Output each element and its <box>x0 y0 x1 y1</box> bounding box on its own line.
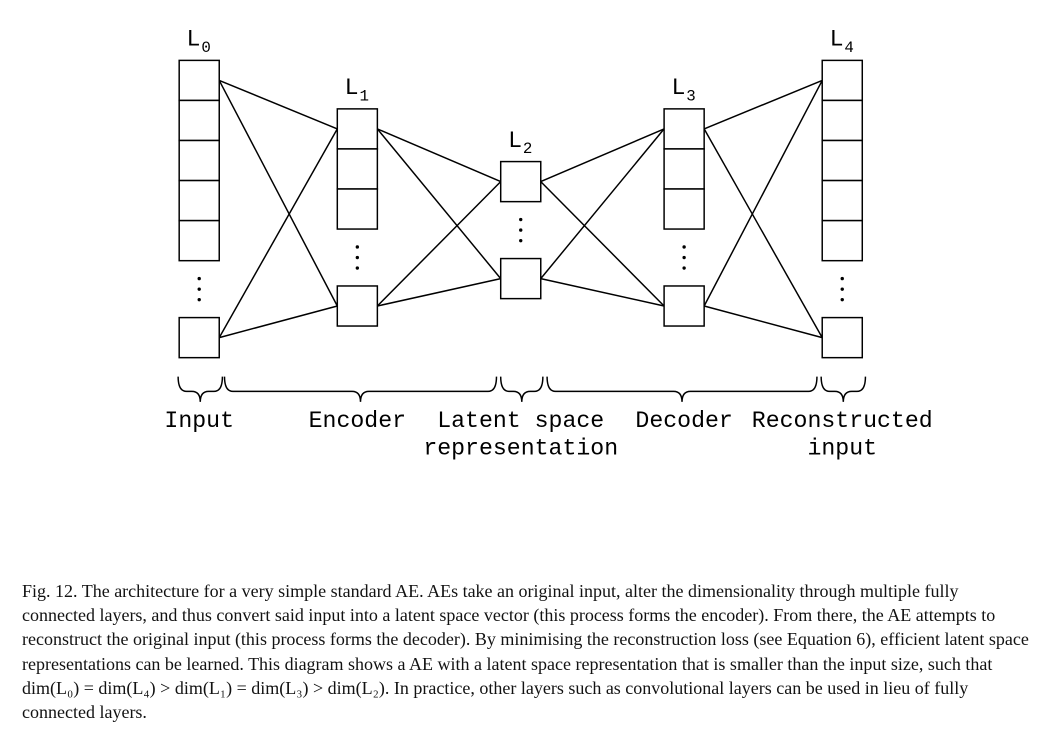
neuron-box <box>822 140 862 180</box>
ellipsis-dot <box>682 245 685 248</box>
neuron-box <box>501 259 541 299</box>
layer-label-L0: L <box>187 27 201 53</box>
layer-L1: L1 <box>337 75 377 326</box>
edge <box>219 129 337 338</box>
bottom-annotations: Input Encoder Latent spacerepresentation De… <box>164 377 932 462</box>
ellipsis-dot <box>841 298 844 301</box>
layer-L4: L4 <box>822 27 862 358</box>
neuron-box <box>337 189 377 229</box>
ellipsis-dot <box>841 277 844 280</box>
neuron-box <box>822 318 862 358</box>
layer-label-sub: 0 <box>201 39 210 57</box>
layer-L2: L2 <box>501 128 541 299</box>
ellipsis-dot <box>356 266 359 269</box>
edge <box>541 129 664 182</box>
neuron-box <box>179 318 219 358</box>
ellipsis-dot <box>198 277 201 280</box>
ellipsis-dot <box>356 245 359 248</box>
figure-caption-text: The architecture for a very simple stand… <box>22 581 1029 722</box>
ellipsis-dot <box>519 218 522 221</box>
edge <box>704 80 822 128</box>
label-input: Input <box>164 408 234 434</box>
autoencoder-diagram: L0L1L2L3L4InputEncoderLatent spacerepres… <box>20 14 1032 573</box>
figure-number: Fig. 12. <box>22 581 78 601</box>
neuron-box <box>501 162 541 202</box>
edge <box>704 129 822 338</box>
neuron-box <box>664 286 704 326</box>
layers: L0L1L2L3L4 <box>179 27 862 358</box>
layer-label-L2: L <box>508 128 522 154</box>
ellipsis-dot <box>198 298 201 301</box>
label-encoder: Encoder <box>309 408 406 434</box>
edge <box>704 80 822 306</box>
neuron-box <box>179 140 219 180</box>
layer-label-L3: L <box>671 75 685 101</box>
neuron-box <box>179 60 219 100</box>
label-decoder: Decoder <box>635 408 732 434</box>
edge <box>541 279 664 306</box>
edge <box>541 182 664 306</box>
layer-label-sub: 3 <box>686 87 695 105</box>
label-recon: Reconstructed <box>752 408 933 434</box>
edge <box>377 129 500 182</box>
layer-label-L1: L <box>345 75 359 101</box>
edge <box>219 80 337 306</box>
ellipsis-dot <box>356 256 359 259</box>
edge <box>541 129 664 279</box>
label-recon-2: input <box>807 436 877 462</box>
ellipsis-dot <box>198 287 201 290</box>
brace-input <box>178 377 222 402</box>
neuron-box <box>179 221 219 261</box>
edge <box>377 279 500 306</box>
neuron-box <box>664 149 704 189</box>
ellipsis-dot <box>519 228 522 231</box>
neuron-box <box>822 181 862 221</box>
neuron-box <box>179 181 219 221</box>
figure-caption: Fig. 12. The architecture for a very sim… <box>20 579 1032 725</box>
label-latent-2: representation <box>423 436 618 462</box>
brace-decoder <box>547 377 817 402</box>
layer-label-L4: L <box>830 27 844 53</box>
brace-recon <box>821 377 865 402</box>
neuron-box <box>664 189 704 229</box>
label-latent: Latent space <box>437 408 604 434</box>
ellipsis-dot <box>841 287 844 290</box>
brace-latent <box>501 377 543 402</box>
neuron-box <box>337 109 377 149</box>
layer-L0: L0 <box>179 27 219 358</box>
brace-encoder <box>225 377 497 402</box>
neuron-box <box>822 100 862 140</box>
diagram-svg: L0L1L2L3L4InputEncoderLatent spacerepres… <box>20 14 1032 573</box>
layer-L3: L3 <box>664 75 704 326</box>
layer-label-sub: 4 <box>844 39 853 57</box>
edge <box>219 306 337 338</box>
layer-label-sub: 1 <box>359 87 368 105</box>
neuron-box <box>179 100 219 140</box>
neuron-box <box>337 149 377 189</box>
neuron-box <box>822 60 862 100</box>
ellipsis-dot <box>519 239 522 242</box>
neuron-box <box>822 221 862 261</box>
edge <box>704 306 822 338</box>
neuron-box <box>664 109 704 149</box>
ellipsis-dot <box>682 256 685 259</box>
ellipsis-dot <box>682 266 685 269</box>
edge <box>377 129 500 279</box>
edge <box>377 182 500 306</box>
edge <box>219 80 337 128</box>
layer-label-sub: 2 <box>523 140 532 158</box>
neuron-box <box>337 286 377 326</box>
